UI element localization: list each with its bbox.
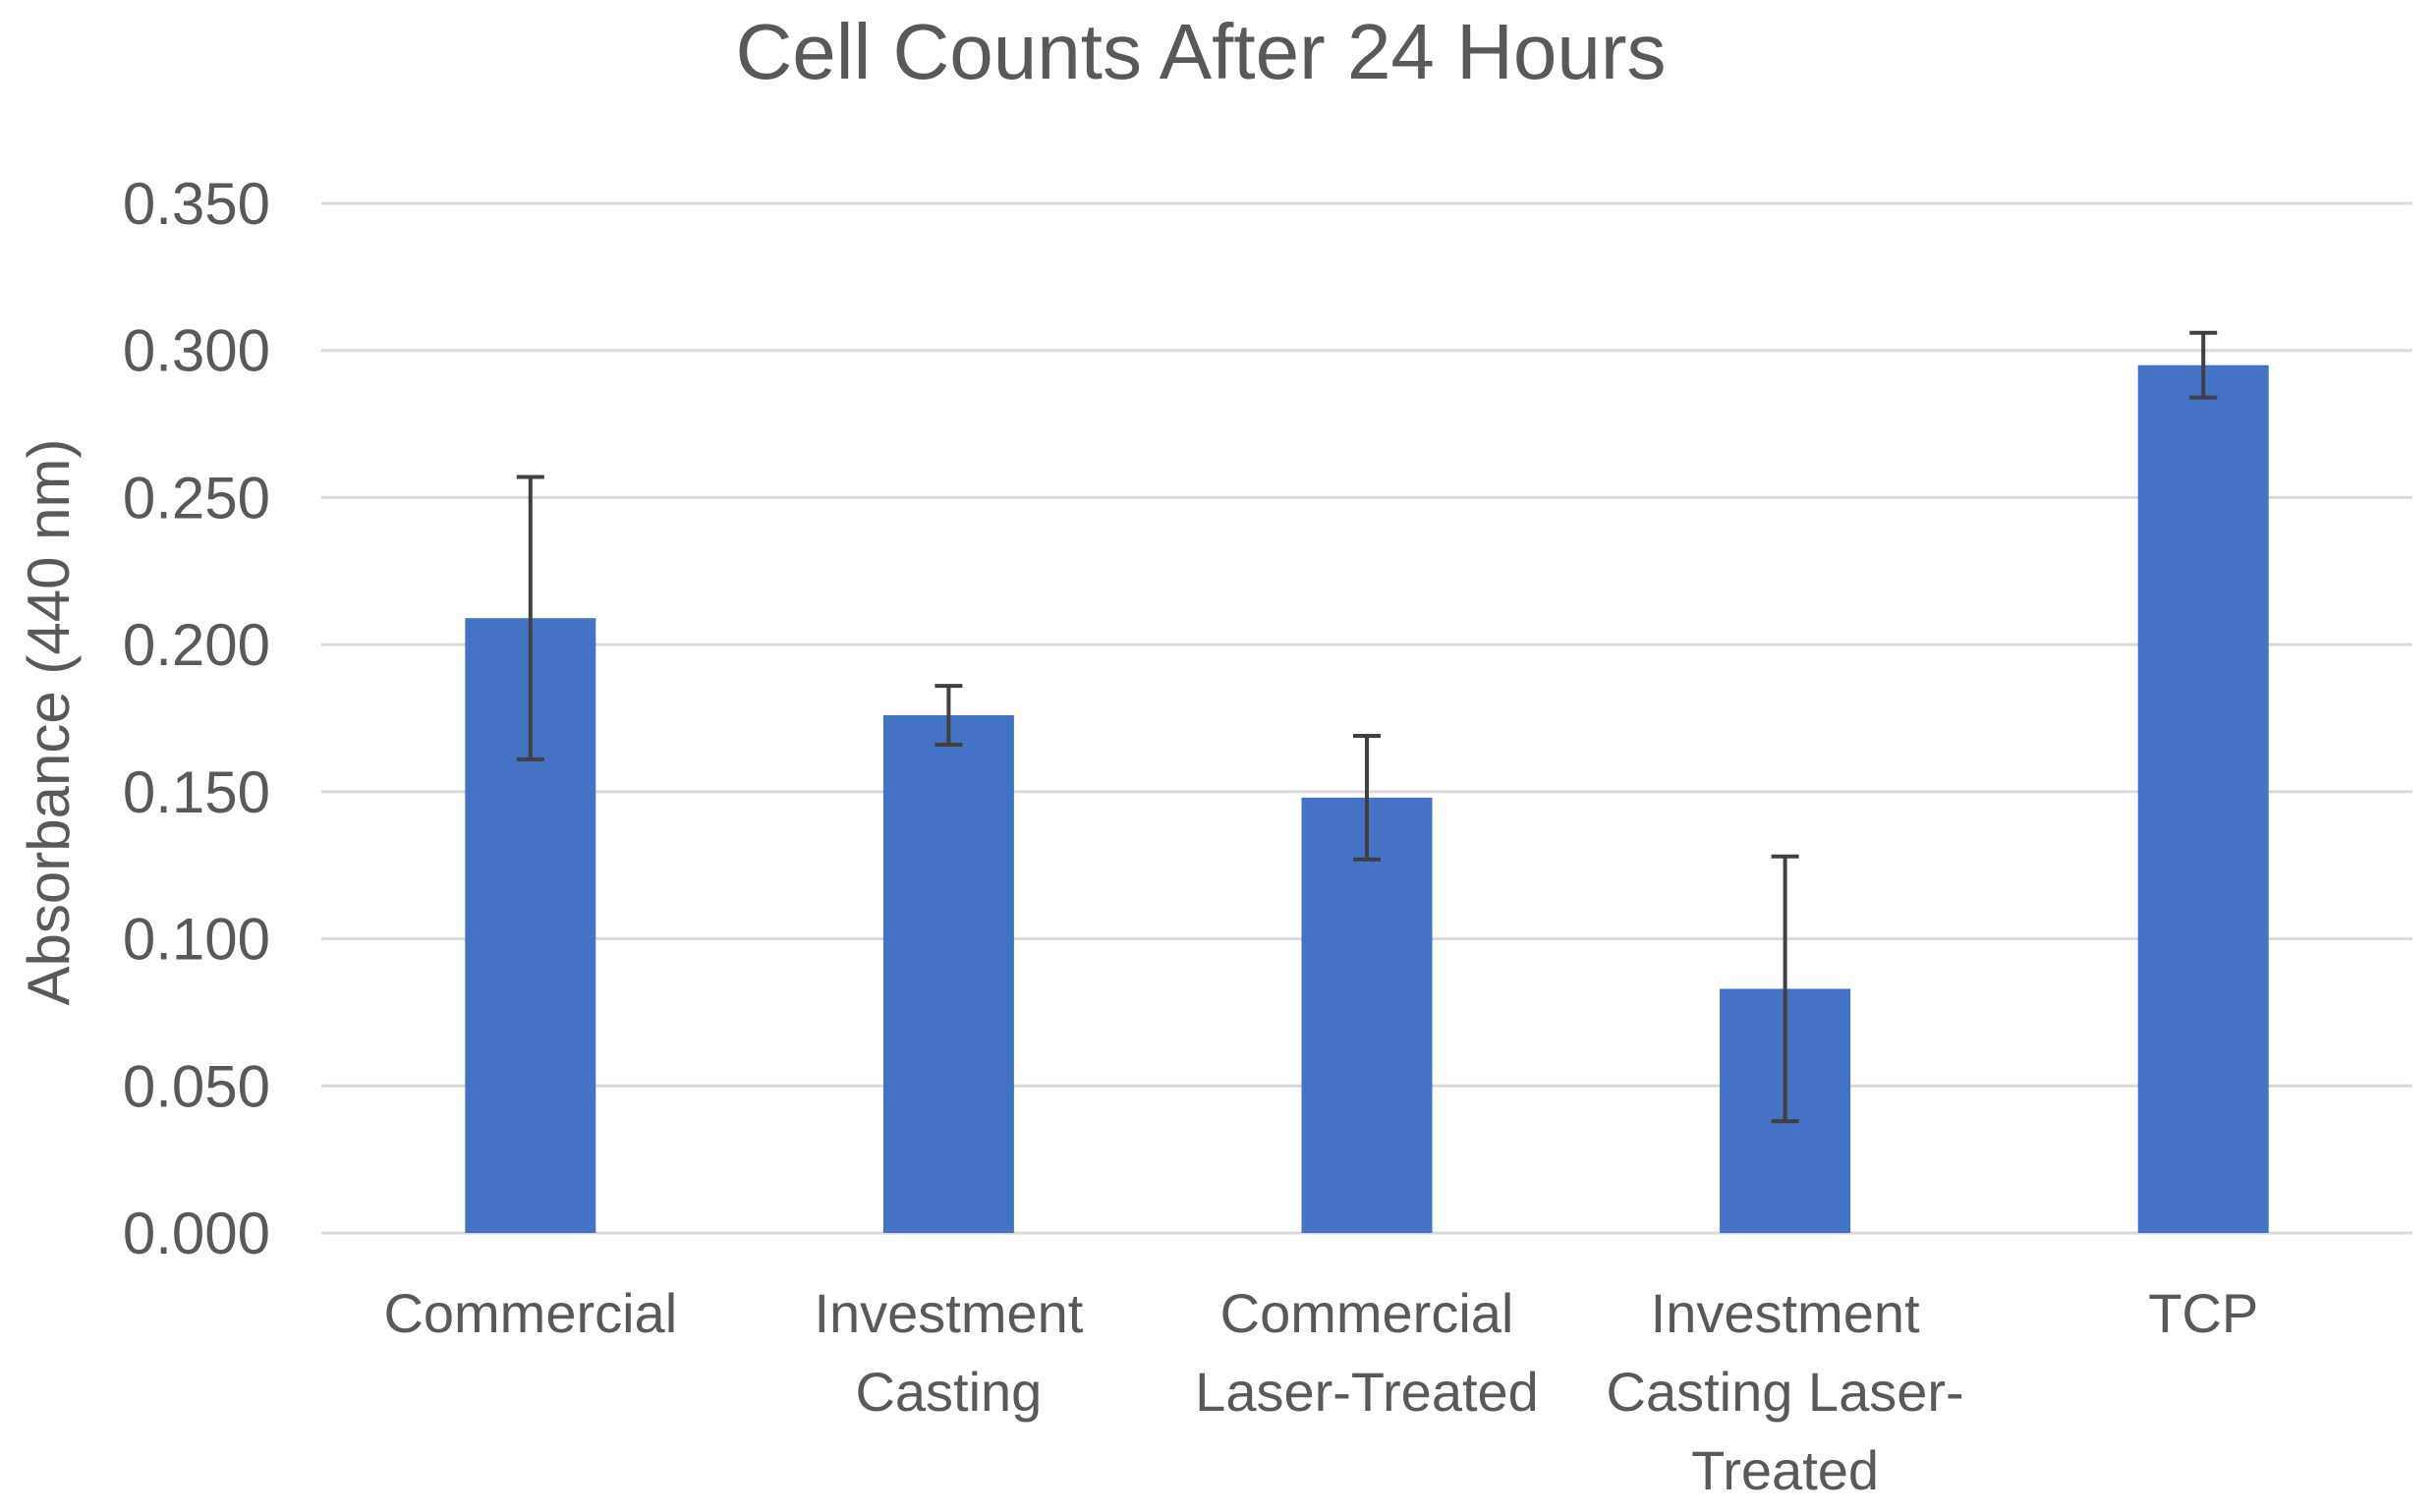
x-tick-label-line: TCP — [2148, 1282, 2258, 1344]
x-tick-label: TCP — [2148, 1282, 2258, 1344]
error-bar — [1353, 733, 1381, 862]
x-tick-label: Commercial Laser-Treated — [1195, 1282, 1539, 1423]
y-tick-labels: 0.000 0.050 0.100 0.150 0.200 0.250 0.300 0.350 — [123, 171, 270, 1266]
x-tick-label-line: Commercial — [1220, 1282, 1514, 1344]
y-tick-label: 0.000 — [123, 1201, 270, 1266]
y-tick-label: 0.300 — [123, 318, 270, 384]
y-axis-label: Absorbance (440 nm) — [16, 439, 82, 1006]
chart-title: Cell Counts After 24 Hours — [735, 8, 1666, 95]
y-tick-label: 0.050 — [123, 1053, 270, 1119]
bars — [465, 364, 2269, 1234]
x-tick-label: Investment Casting Laser- Treated — [1607, 1282, 1964, 1501]
y-tick-label: 0.250 — [123, 465, 270, 531]
y-tick-label: 0.100 — [123, 907, 270, 973]
x-tick-label-line: Investment — [1651, 1282, 1920, 1344]
x-tick-labels: Commercial Investment Casting Commercial Las… — [383, 1282, 2258, 1501]
x-tick-label-line: Treated — [1691, 1439, 1879, 1501]
y-tick-label: 0.150 — [123, 759, 270, 825]
error-bar — [935, 684, 963, 747]
error-bars — [516, 330, 2218, 1124]
bar — [2137, 364, 2269, 1234]
bar — [1301, 797, 1433, 1233]
x-tick-label-line: Laser-Treated — [1195, 1361, 1539, 1423]
error-bar — [2189, 330, 2218, 400]
x-tick-label-line: Casting — [855, 1361, 1042, 1423]
x-tick-label: Commercial — [383, 1282, 677, 1344]
y-tick-label: 0.200 — [123, 612, 270, 678]
y-tick-label: 0.350 — [123, 171, 270, 237]
x-tick-label-line: Commercial — [383, 1282, 677, 1344]
x-tick-label-line: Investment — [814, 1282, 1083, 1344]
error-bar — [1771, 854, 1799, 1124]
error-bar — [516, 475, 544, 761]
x-tick-label-line: Casting Laser- — [1607, 1361, 1964, 1423]
bar — [882, 715, 1014, 1233]
x-tick-label: Investment Casting — [814, 1282, 1083, 1423]
